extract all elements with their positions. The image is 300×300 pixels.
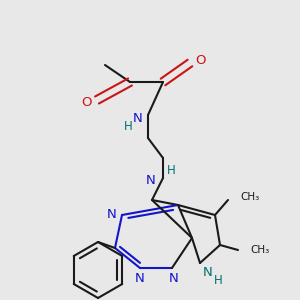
Text: N: N [107,208,117,221]
Text: H: H [214,274,222,287]
Text: N: N [133,112,143,124]
Text: O: O [195,53,205,67]
Text: H: H [124,121,132,134]
Text: N: N [203,266,213,280]
Text: N: N [135,272,145,284]
Text: N: N [169,272,179,284]
Text: O: O [82,97,92,110]
Text: CH₃: CH₃ [240,192,259,202]
Text: CH₃: CH₃ [250,245,269,255]
Text: N: N [146,175,156,188]
Text: H: H [167,164,176,176]
